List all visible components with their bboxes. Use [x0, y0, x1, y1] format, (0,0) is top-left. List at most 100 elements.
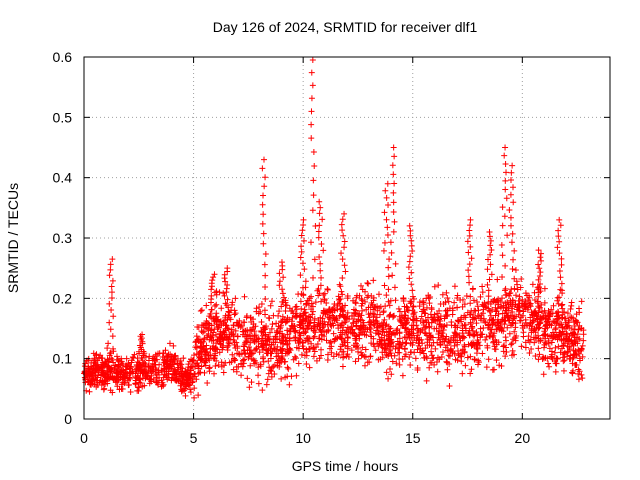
data-point: [307, 314, 314, 321]
data-point: [359, 344, 366, 351]
data-point: [109, 389, 116, 396]
data-point: [434, 310, 441, 317]
data-point: [386, 344, 393, 351]
data-point: [499, 252, 506, 259]
data-point: [560, 336, 567, 343]
data-point: [113, 368, 120, 375]
data-point: [331, 316, 338, 323]
data-point: [279, 332, 286, 339]
data-point: [478, 331, 485, 338]
data-point: [211, 326, 218, 333]
data-point: [196, 336, 203, 343]
data-point: [103, 367, 110, 374]
data-point: [525, 333, 532, 340]
data-point: [485, 321, 492, 328]
data-point: [535, 285, 542, 292]
data-point: [342, 319, 349, 326]
data-point: [328, 343, 335, 350]
data-point: [192, 370, 199, 377]
data-point: [381, 239, 388, 246]
data-point: [421, 354, 428, 361]
data-point: [451, 283, 458, 290]
data-point: [274, 336, 281, 343]
data-point: [402, 340, 409, 347]
data-point: [334, 306, 341, 313]
data-point: [502, 262, 509, 269]
data-point: [335, 321, 342, 328]
data-point: [381, 316, 388, 323]
data-point: [122, 369, 129, 376]
data-point: [459, 370, 466, 377]
data-point: [535, 332, 542, 339]
data-point: [383, 292, 390, 299]
data-point: [210, 354, 217, 361]
data-point: [102, 360, 109, 367]
data-point: [537, 269, 544, 276]
data-point: [182, 368, 189, 375]
data-point: [473, 299, 480, 306]
data-point: [376, 305, 383, 312]
data-point: [156, 350, 163, 357]
data-point: [416, 303, 423, 310]
data-point: [314, 321, 321, 328]
data-point: [559, 301, 566, 308]
data-point: [410, 303, 417, 310]
data-point: [537, 314, 544, 321]
data-point: [189, 363, 196, 370]
data-point: [81, 368, 88, 375]
data-point: [508, 222, 515, 229]
data-point: [477, 325, 484, 332]
data-point: [552, 324, 559, 331]
data-point: [575, 350, 582, 357]
data-point: [213, 321, 220, 328]
data-point: [353, 292, 360, 299]
data-point: [163, 354, 170, 361]
data-point: [467, 300, 474, 307]
data-point: [211, 355, 218, 362]
data-point: [300, 310, 307, 317]
data-point: [308, 95, 315, 102]
data-point: [395, 305, 402, 312]
data-point: [485, 256, 492, 263]
data-point: [391, 218, 398, 225]
data-point: [414, 364, 421, 371]
data-point: [339, 256, 346, 263]
data-point: [384, 180, 391, 187]
data-point: [532, 307, 539, 314]
data-point: [538, 308, 545, 315]
data-point: [348, 312, 355, 319]
data-point: [253, 336, 260, 343]
data-point: [264, 338, 271, 345]
data-point: [401, 353, 408, 360]
data-point: [445, 352, 452, 359]
data-point: [515, 311, 522, 318]
data-point: [274, 329, 281, 336]
data-point: [311, 315, 318, 322]
data-point: [484, 266, 491, 273]
data-point: [503, 195, 510, 202]
data-point: [504, 299, 511, 306]
data-point: [385, 273, 392, 280]
data-point: [467, 243, 474, 250]
data-point: [408, 269, 415, 276]
data-point: [537, 280, 544, 287]
data-point: [305, 313, 312, 320]
data-point: [508, 176, 515, 183]
data-point: [423, 377, 430, 384]
data-point: [344, 309, 351, 316]
data-point: [171, 370, 178, 377]
data-point: [268, 325, 275, 332]
data-point: [570, 367, 577, 374]
data-point: [390, 189, 397, 196]
data-point: [340, 232, 347, 239]
data-point: [319, 320, 326, 327]
data-point: [105, 340, 112, 347]
data-point: [177, 364, 184, 371]
data-point: [553, 355, 560, 362]
data-point: [286, 305, 293, 312]
data-point: [274, 343, 281, 350]
data-point: [406, 258, 413, 265]
data-point: [501, 213, 508, 220]
data-point: [428, 359, 435, 366]
data-point: [487, 237, 494, 244]
